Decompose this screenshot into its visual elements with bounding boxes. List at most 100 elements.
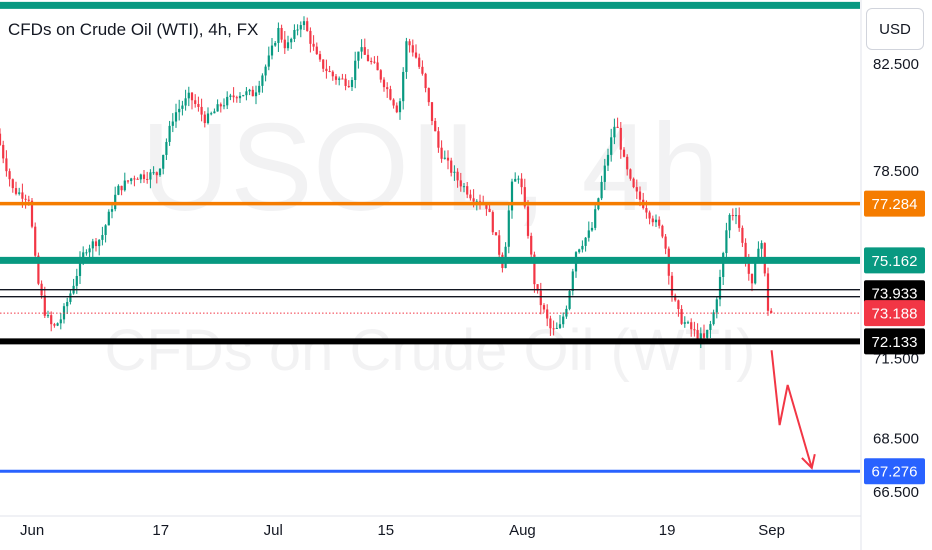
price-badge-bg [864,458,925,485]
candle-body [0,133,2,145]
candle [50,311,53,332]
candle-body [616,126,619,128]
candle [562,312,565,328]
candle-body [94,241,98,247]
candle-body [213,111,216,114]
candle [229,93,232,101]
candle-body [491,212,494,233]
candle [11,178,14,193]
candle [232,87,235,103]
candle [350,77,354,92]
candle [398,98,402,120]
candle [494,232,498,236]
candle-body [350,80,354,87]
candle [46,310,50,318]
candle-body [299,25,302,30]
candle [683,316,686,328]
candle-body [11,179,14,189]
candle [53,322,56,328]
candle-body [232,95,235,98]
candle-body [533,254,536,285]
candle-body [184,98,187,106]
x-tick-label: Aug [509,522,536,539]
candle-body [178,108,181,113]
y-tick-label: 66.500 [873,484,919,501]
candle-body [171,121,174,126]
candle [171,113,174,133]
candle [318,50,322,62]
price-badge-label: 77.284 [872,196,918,213]
y-tick-label: 68.500 [873,430,919,447]
candle [440,140,443,163]
candle [261,73,264,93]
candle-body [328,71,331,73]
candle [430,102,434,126]
candle [283,31,286,54]
candle [248,88,251,96]
price-badge: 73.933 [864,280,925,307]
candle-body [651,218,654,223]
candle [514,172,517,182]
candle-body [341,78,344,80]
candle-body [187,92,190,99]
candle [587,221,590,242]
candle-body [331,71,334,77]
candle-body [715,299,718,313]
candle [664,234,667,255]
candle-body [485,204,488,209]
candle [629,168,632,181]
candle [123,172,126,192]
candle [194,94,197,108]
candle [120,185,123,196]
candle-body [360,47,363,52]
candle-body [568,290,571,309]
candle-body [517,178,520,180]
chart-title: CFDs on Crude Oil (WTI), 4h, FX [8,20,258,39]
price-badge-bg [864,190,925,217]
candle [309,27,312,53]
candle [104,224,107,243]
candle [213,108,216,114]
candle-body [251,89,254,97]
price-badge-label: 73.933 [872,286,918,303]
candle [322,59,325,73]
candle-body [123,180,126,191]
candle-body [558,324,562,328]
price-badge-bg [864,280,925,307]
candle [530,232,533,259]
candle-body [709,324,712,330]
candle [254,85,258,105]
candle [648,210,651,225]
candle-body [357,51,360,61]
candle-body [261,75,264,86]
candle [693,321,696,337]
y-tick-label: 78.500 [873,163,919,180]
candle-body [78,259,82,276]
candle-body [750,273,754,284]
candle-body [494,232,498,236]
candle-body [56,323,59,326]
candle [162,154,165,175]
candle-body [542,305,546,310]
candle [264,64,267,82]
candle [437,127,440,153]
candle [731,208,734,221]
candle-body [654,219,658,223]
candle-body [229,95,232,97]
candle [370,57,373,65]
candle-body [418,57,421,67]
candle-body [549,318,552,329]
candle [709,320,712,338]
candle-body [238,95,242,99]
currency-selector[interactable]: USD [866,8,924,50]
candle-body [37,255,40,284]
candle-body [405,41,408,72]
candle-body [347,85,350,87]
candle [542,303,546,313]
candle-body [472,198,475,202]
candle-body [334,76,338,80]
candle-body [274,42,277,46]
candle [59,313,62,330]
candle [178,99,181,121]
